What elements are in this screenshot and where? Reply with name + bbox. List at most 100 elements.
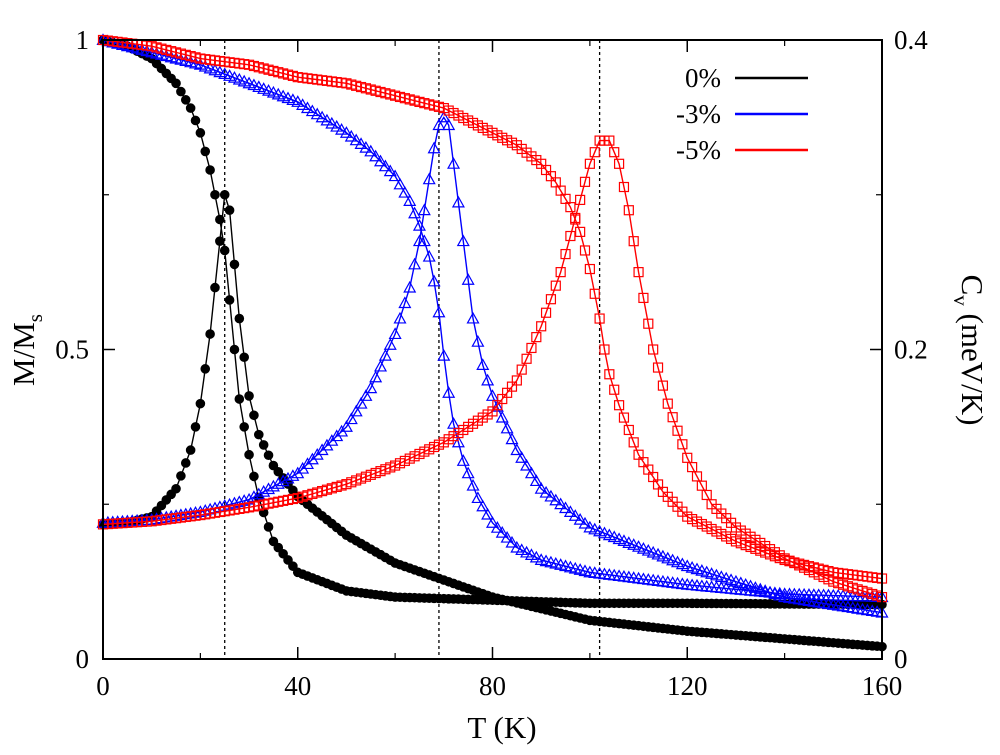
data-point <box>408 206 422 219</box>
x-tick-label: 120 <box>667 671 708 701</box>
data-point <box>628 236 639 247</box>
data-point <box>500 530 514 543</box>
data-point <box>529 550 543 563</box>
data-point <box>278 548 288 559</box>
data-point <box>359 389 373 401</box>
data-point <box>339 420 353 432</box>
data-point <box>252 487 266 500</box>
data-point <box>471 491 485 504</box>
data-point <box>364 144 378 157</box>
data-point <box>195 128 206 138</box>
data-point <box>570 212 581 224</box>
data-point <box>575 194 586 206</box>
y-left-title-sub: s <box>23 314 47 322</box>
data-point <box>560 248 571 260</box>
data-point <box>291 95 305 107</box>
x-tick-label: 40 <box>284 671 311 701</box>
data-point <box>359 140 373 153</box>
data-point <box>283 555 293 565</box>
series-magnetization <box>97 34 888 584</box>
data-point <box>589 147 600 158</box>
data-point <box>657 380 669 391</box>
data-point <box>244 391 254 401</box>
data-point <box>466 478 480 491</box>
data-point <box>437 110 451 123</box>
data-point <box>200 364 211 374</box>
data-point <box>195 398 206 409</box>
data-point <box>344 129 358 142</box>
data-point <box>505 535 519 548</box>
data-point <box>604 369 615 380</box>
data-point <box>563 505 577 517</box>
data-point <box>263 522 274 532</box>
data-point <box>550 280 561 291</box>
x-tick-label: 80 <box>479 671 506 701</box>
axis-titles: T (K) M/Ms Cv (meV/K) <box>6 275 990 745</box>
data-point <box>559 501 573 514</box>
data-point <box>584 263 595 275</box>
data-point <box>229 344 240 355</box>
legend-item: 0% <box>685 63 808 93</box>
data-point <box>442 386 456 398</box>
data-point <box>403 280 417 293</box>
data-point <box>258 440 269 450</box>
data-point <box>555 267 566 278</box>
data-point <box>524 548 538 561</box>
data-point <box>643 318 654 329</box>
data-point <box>540 307 552 318</box>
legend-item: -5% <box>676 135 808 165</box>
data-point <box>466 311 480 324</box>
data-point <box>529 474 543 487</box>
data-point <box>244 449 254 460</box>
data-point <box>320 113 334 126</box>
data-point <box>200 146 211 157</box>
data-point <box>388 169 402 182</box>
series-layer <box>96 33 889 652</box>
data-point <box>325 116 339 129</box>
data-point <box>271 477 285 489</box>
data-point <box>344 412 358 425</box>
data-point <box>373 154 388 167</box>
data-point <box>176 471 186 481</box>
data-point <box>476 358 490 370</box>
legend-label: 0% <box>685 63 721 93</box>
data-point <box>249 410 259 421</box>
data-point <box>210 189 220 200</box>
data-point <box>609 384 620 395</box>
data-point <box>427 274 441 287</box>
data-point <box>383 338 397 350</box>
data-point <box>273 542 284 553</box>
data-point <box>257 484 271 497</box>
legend-item: -3% <box>676 99 808 129</box>
data-point <box>437 348 451 361</box>
data-point <box>604 135 615 146</box>
data-point <box>286 469 300 481</box>
data-point <box>667 412 678 423</box>
y-right-axis-title: Cv (meV/K) <box>949 275 990 426</box>
data-point <box>339 126 353 138</box>
y-left-tick-label: 1 <box>76 25 90 55</box>
data-point <box>185 103 196 113</box>
series-line <box>102 39 883 606</box>
data-point <box>219 245 230 256</box>
data-point <box>613 158 625 169</box>
data-point <box>180 95 191 105</box>
data-point <box>677 439 688 450</box>
data-point <box>422 172 436 185</box>
y-left-tick-label: 0 <box>76 644 90 674</box>
data-point <box>456 454 470 466</box>
data-point <box>234 313 245 324</box>
data-point <box>330 119 344 132</box>
data-point <box>584 158 595 169</box>
data-point <box>481 373 495 386</box>
x-tick-label: 0 <box>96 671 110 701</box>
data-point <box>554 497 568 510</box>
data-point <box>315 110 329 123</box>
data-point <box>432 305 446 318</box>
data-point <box>471 335 485 347</box>
data-point <box>539 485 553 498</box>
data-point <box>288 561 298 571</box>
data-point <box>565 230 576 242</box>
data-point <box>516 364 527 375</box>
